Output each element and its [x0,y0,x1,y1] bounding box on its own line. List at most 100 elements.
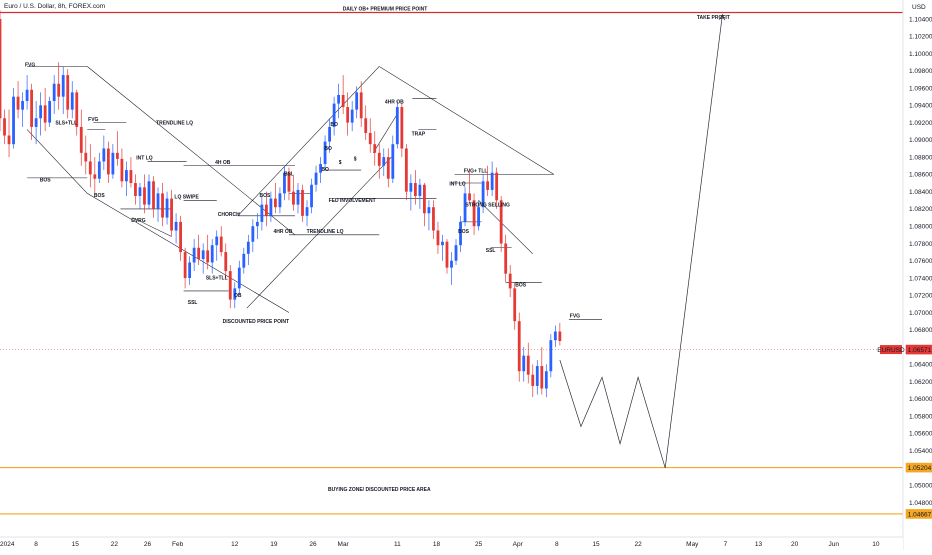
analysis-line-4 [87,193,290,313]
candle-body [368,132,372,145]
candle-body [174,221,178,231]
candle [161,183,164,227]
candle [423,183,426,227]
candle [219,226,223,257]
candle [368,118,372,153]
candle [115,131,119,166]
y-tick-label: 1.09800 [909,68,932,75]
x-tick-label: 25 [475,541,483,548]
candle [61,66,65,114]
candle [441,234,444,261]
candle [287,167,291,201]
candle-body [513,288,517,322]
candle-body [436,230,440,246]
candle-body [395,107,399,145]
candle [255,213,259,240]
annotation-label: SSL [188,300,198,306]
candle-body [400,107,404,149]
candle-body [115,152,119,159]
candle-body [377,152,381,166]
candle [106,141,110,184]
candle-body [287,172,291,192]
candle-body [454,245,458,261]
candle [201,243,205,274]
candle [558,322,562,346]
candle-body [328,126,331,142]
annotation-label: $ [339,160,342,166]
candle [314,165,318,192]
annotation-label: 4H OB [215,160,231,166]
symbol-badge-bg [880,345,902,355]
candle [134,174,137,205]
x-tick-label: 15 [592,541,600,548]
candle-body [170,198,173,231]
candle-body [242,253,246,268]
candle-body [296,189,300,205]
candle-body [197,247,201,260]
candle [66,69,70,119]
candle [224,243,228,278]
candle-body [125,170,128,182]
candle [323,135,327,171]
candle [12,88,15,149]
candle-body [152,181,155,209]
candle [544,364,548,398]
resistance-label: DAILY OB+ PREMIUM PRICE POINT [343,7,428,13]
candle [197,234,201,266]
candle-body [409,183,413,192]
candle-body [432,207,435,231]
annotation-label: INT LQ [449,182,465,188]
candle-body [215,236,219,246]
candle-body [373,144,377,153]
candle-body [413,183,417,196]
candle [377,144,381,179]
candle-body [43,105,47,123]
candle-body [549,340,553,372]
candle [364,105,368,140]
candle [296,183,300,214]
annotation-label: 4HR OB [385,100,404,106]
annotation-label: FVG [25,62,35,68]
x-tick-label: 22 [635,541,643,548]
candle [413,170,417,205]
annotation-label: BUYING ZONE/ DISCOUNTED PRICE AREA [328,487,431,493]
annotation-label: INT LQ [136,156,152,162]
candle [165,191,169,225]
candle [274,183,277,214]
candle [206,234,210,270]
candle-body [88,161,92,175]
x-tick-label: 7 [724,541,728,548]
candle [269,191,273,222]
annotation-label: SLS+TLL [206,276,228,282]
y-tick-label: 1.09200 [909,120,932,127]
candle-body [517,321,521,372]
analysis-line-13 [237,66,380,217]
candle [337,83,341,119]
candle [264,191,268,227]
candle [373,131,377,166]
candle-body [39,105,43,119]
candle [233,282,237,309]
candle-body [210,245,214,263]
candle-body [522,355,526,372]
candle [192,239,196,272]
y-tick-label: 1.05800 [909,413,932,420]
candle-body [183,252,187,278]
x-tick-label: 18 [433,541,441,548]
annotation-label: BO [324,146,332,152]
candle [432,200,435,240]
candle [305,200,309,227]
candle-body [138,187,142,196]
candle [517,312,521,382]
candle-body [283,172,286,194]
candle [210,239,214,274]
y-tick-label: 1.06000 [909,396,932,403]
candle-body [70,92,74,110]
candle-body [16,96,20,110]
candle-body [499,200,503,244]
candle-body [391,144,395,179]
candle [359,81,363,127]
candle [355,86,359,119]
candle-body [481,181,485,208]
